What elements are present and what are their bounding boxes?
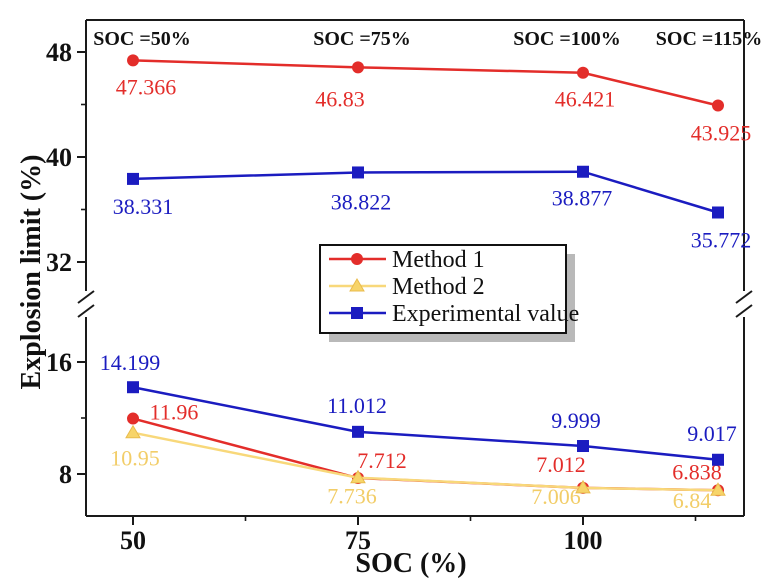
data-point-marker (577, 440, 589, 453)
data-point-label: 7.006 (531, 484, 581, 509)
data-point-marker (351, 253, 363, 265)
data-point-label: 14.199 (100, 350, 161, 375)
series-line (132, 59, 719, 107)
soc-annotation: SOC =75% (313, 28, 411, 50)
axis-break-icon (735, 290, 753, 304)
data-point-marker (350, 469, 366, 484)
data-point-label: 35.772 (691, 227, 752, 252)
data-point-marker (127, 54, 139, 67)
data-point-marker (127, 172, 139, 185)
data-point-marker (127, 412, 139, 425)
data-point-marker (349, 278, 365, 292)
legend-label: Experimental value (392, 301, 579, 327)
data-point-label: 11.012 (327, 393, 387, 418)
y-tick-label: 40 (46, 143, 72, 172)
data-point-label: 43.925 (691, 120, 752, 145)
data-point-marker (352, 61, 364, 74)
axis-break-icon (77, 304, 95, 318)
data-point-label: 11.96 (150, 400, 199, 425)
data-point-marker (712, 206, 724, 219)
data-point-marker (127, 381, 139, 394)
legend-label: Method 2 (392, 274, 485, 300)
legend-label: Method 1 (392, 247, 485, 273)
data-point-marker (712, 453, 724, 466)
axis-break-icon (735, 304, 753, 318)
data-point-label: 7.712 (357, 448, 407, 473)
y-tick-label: 32 (46, 248, 72, 277)
data-point-marker (125, 424, 141, 439)
data-point-label: 38.877 (552, 186, 613, 211)
x-tick-label: 50 (120, 526, 146, 555)
data-point-label: 10.95 (110, 446, 160, 471)
data-point-marker (352, 425, 364, 438)
data-point-label: 6.84 (673, 488, 712, 513)
series-line (132, 385, 719, 462)
y-axis-title: Explosion limit (%) (16, 155, 47, 390)
soc-annotation: SOC =100% (513, 28, 621, 50)
data-point-label: 7.736 (327, 484, 377, 509)
data-point-label: 46.421 (555, 87, 616, 112)
series-line (132, 431, 719, 492)
data-point-label: 9.999 (551, 408, 601, 433)
y-tick-label: 16 (46, 348, 72, 377)
axis-break-icon (77, 290, 95, 304)
y-tick-label: 8 (59, 460, 72, 489)
data-point-label: 7.012 (536, 452, 586, 477)
data-point-label: 38.331 (113, 194, 174, 219)
data-point-label: 9.017 (687, 421, 737, 446)
plot-area: 48 40 32 16 8 50 75 100 SOC =50% SOC =75% SOC =100… (46, 19, 762, 555)
data-point-marker (710, 482, 726, 496)
y-tick-label: 48 (46, 38, 72, 67)
soc-annotation: SOC =50% (93, 28, 191, 50)
data-point-marker (352, 166, 364, 179)
series-line (132, 170, 719, 214)
x-tick-label: 75 (345, 526, 371, 555)
data-point-marker (577, 66, 589, 79)
x-axis-title: SOC (%) (355, 548, 466, 579)
data-point-label: 46.83 (315, 86, 365, 111)
data-point-label: 47.366 (116, 74, 177, 99)
data-point-marker (351, 307, 363, 319)
x-tick-label: 100 (564, 526, 603, 555)
soc-annotation: SOC =115% (656, 28, 762, 50)
data-point-marker (577, 165, 589, 178)
data-point-label: 38.822 (331, 189, 392, 214)
data-point-marker (575, 479, 591, 494)
data-point-marker (712, 99, 724, 112)
